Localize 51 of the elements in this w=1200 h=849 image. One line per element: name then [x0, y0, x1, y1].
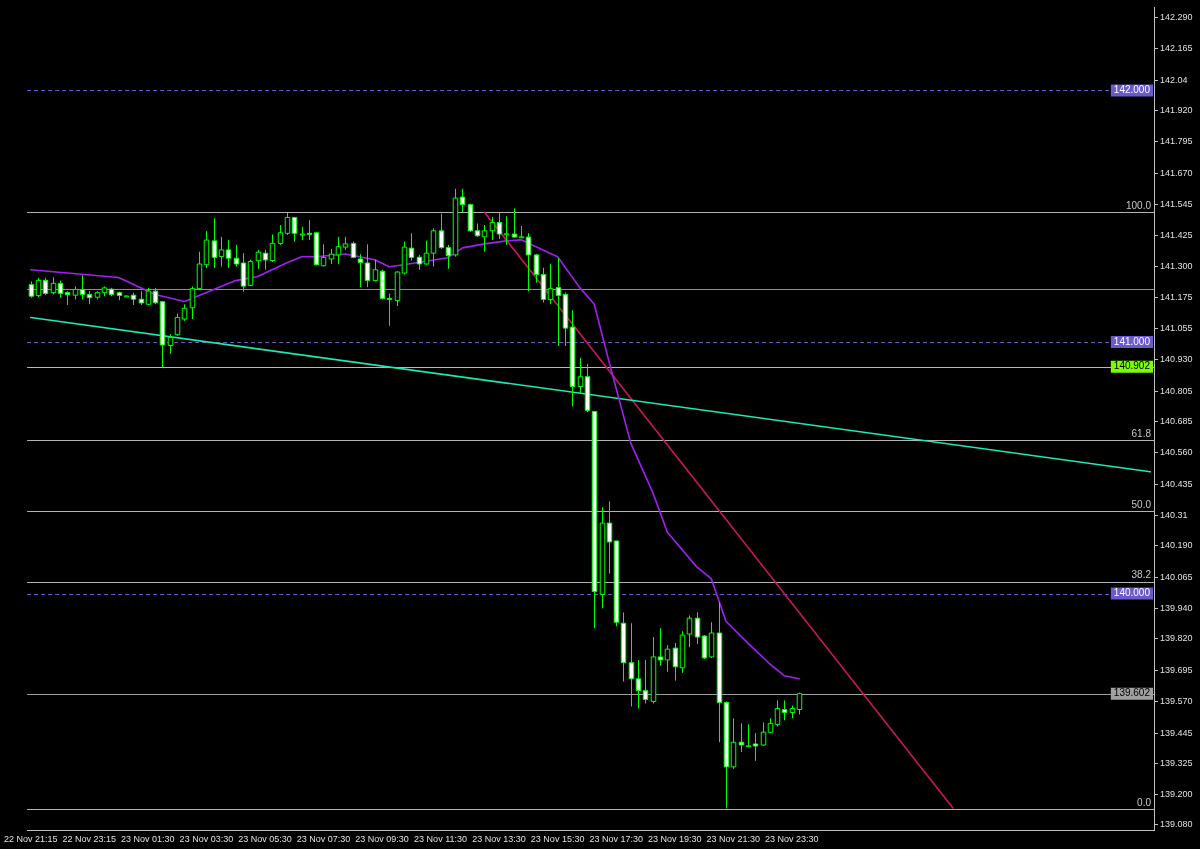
y-tick-label: 140.31 — [1160, 510, 1188, 521]
y-tick-label: 140.435 — [1160, 478, 1193, 489]
y-tick-label: 139.445 — [1160, 727, 1193, 738]
y-tick-label: 142.165 — [1160, 43, 1193, 54]
y-tick-label: 139.200 — [1160, 789, 1193, 800]
y-tick-label: 141.055 — [1160, 322, 1193, 333]
y-tick-label: 141.425 — [1160, 229, 1193, 240]
y-tick-label: 140.930 — [1160, 354, 1193, 365]
x-tick-label: 23 Nov 03:30 — [179, 833, 234, 844]
y-tick-label: 141.175 — [1160, 292, 1193, 303]
y-tick-label: 139.080 — [1160, 819, 1193, 830]
annotation: 0.0 — [1137, 797, 1152, 809]
ref-line-label: 139.602 — [1113, 687, 1151, 699]
y-tick-label: 142.290 — [1160, 11, 1193, 22]
y-tick-label: 141.795 — [1160, 136, 1193, 147]
ref-line-label: 141.000 — [1113, 335, 1151, 347]
x-tick-label: 23 Nov 21:30 — [706, 833, 761, 844]
y-tick-label: 140.560 — [1160, 447, 1193, 458]
y-tick-label: 140.805 — [1160, 385, 1193, 396]
x-tick-label: 23 Nov 15:30 — [530, 833, 585, 844]
x-tick-label: 23 Nov 19:30 — [647, 833, 702, 844]
x-tick-label: 22 Nov 23:15 — [62, 833, 117, 844]
x-tick-label: 23 Nov 07:30 — [296, 833, 351, 844]
y-tick-label: 140.065 — [1160, 571, 1193, 582]
x-tick-label: 23 Nov 13:30 — [472, 833, 526, 844]
annotation: 100.0 — [1125, 199, 1152, 211]
x-tick-label: 23 Nov 05:30 — [238, 833, 292, 844]
x-tick-label: 23 Nov 01:30 — [121, 833, 175, 844]
y-tick-label: 140.190 — [1160, 540, 1193, 551]
annotation: 50.0 — [1131, 499, 1152, 511]
x-tick-label: 23 Nov 09:30 — [355, 833, 409, 844]
y-tick-label: 141.300 — [1160, 260, 1193, 271]
x-tick-label: 23 Nov 11:30 — [414, 833, 467, 844]
y-tick-label: 142.04 — [1160, 74, 1188, 85]
y-tick-label: 139.820 — [1160, 633, 1193, 644]
x-tick-label: 23 Nov 23:30 — [765, 833, 819, 844]
y-tick-label: 141.545 — [1160, 199, 1193, 210]
ref-line-label: 140.902 — [1113, 360, 1151, 372]
y-tick-label: 141.920 — [1160, 105, 1193, 116]
ref-line-label: 142.000 — [1113, 84, 1151, 96]
y-tick-label: 139.325 — [1160, 757, 1193, 768]
annotation: 38.2 — [1131, 569, 1152, 581]
y-tick-label: 141.670 — [1160, 167, 1193, 178]
y-tick-label: 139.570 — [1160, 696, 1193, 707]
y-tick-label: 139.940 — [1160, 603, 1193, 614]
annotation: 61.8 — [1131, 427, 1152, 439]
x-tick-label: 22 Nov 21:15 — [4, 833, 58, 844]
y-tick-label: 140.685 — [1160, 415, 1193, 426]
x-tick-label: 23 Nov 17:30 — [589, 833, 643, 844]
ref-line-label: 140.000 — [1113, 587, 1151, 599]
y-tick-label: 139.695 — [1160, 664, 1193, 675]
